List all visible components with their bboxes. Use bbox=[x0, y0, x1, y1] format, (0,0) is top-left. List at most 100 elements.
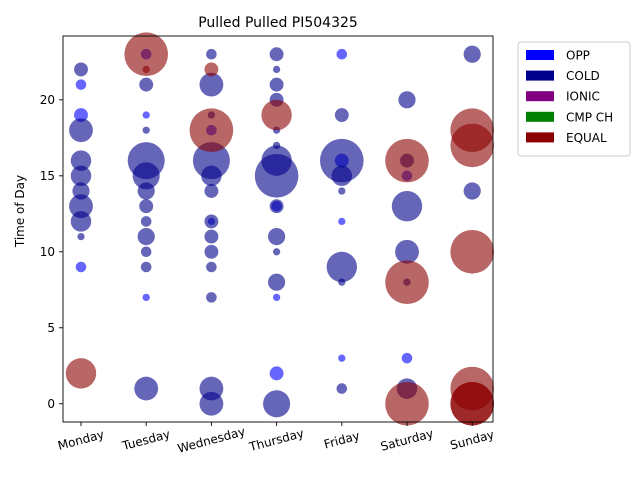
y-tick-label: 0 bbox=[47, 397, 55, 411]
data-point bbox=[189, 108, 234, 153]
data-point bbox=[206, 48, 217, 60]
data-point bbox=[463, 182, 481, 200]
data-point bbox=[70, 150, 92, 171]
y-axis-label: Time of Day bbox=[13, 175, 27, 248]
legend-swatch bbox=[526, 91, 554, 102]
data-point bbox=[139, 77, 154, 92]
data-point bbox=[463, 45, 481, 63]
data-point bbox=[385, 260, 429, 304]
data-point bbox=[269, 47, 284, 62]
data-point bbox=[140, 261, 152, 273]
data-point bbox=[269, 77, 284, 92]
data-point bbox=[124, 32, 168, 77]
data-point bbox=[199, 72, 224, 97]
data-point bbox=[142, 126, 150, 134]
data-point bbox=[334, 108, 349, 122]
legend-swatch bbox=[526, 111, 554, 122]
data-point bbox=[385, 138, 429, 183]
data-point bbox=[398, 91, 416, 109]
data-point bbox=[320, 138, 364, 183]
legend-swatch bbox=[526, 132, 554, 143]
legend-label: CMP CH bbox=[566, 110, 613, 124]
data-point bbox=[70, 165, 92, 187]
legend-label: COLD bbox=[566, 69, 600, 83]
x-axis-ticks: Monday Tuesday Wednesday Thursday Friday Satu… bbox=[56, 422, 496, 456]
data-point bbox=[326, 251, 357, 283]
data-point bbox=[77, 232, 85, 241]
chart-title: Pulled Pulled PI504325 bbox=[198, 15, 358, 31]
y-tick-label: 20 bbox=[40, 93, 55, 107]
data-point bbox=[272, 248, 281, 256]
data-point bbox=[395, 239, 419, 264]
y-tick-label: 5 bbox=[47, 321, 55, 335]
data-point bbox=[69, 194, 93, 219]
x-tick-label: Wednesday bbox=[176, 424, 247, 456]
data-point bbox=[69, 118, 93, 143]
data-point bbox=[336, 48, 348, 60]
data-point bbox=[269, 366, 284, 381]
data-point bbox=[204, 244, 219, 259]
data-point bbox=[70, 211, 92, 232]
data-point bbox=[142, 111, 150, 119]
data-points bbox=[65, 32, 495, 426]
data-point bbox=[140, 216, 152, 227]
data-point bbox=[206, 261, 217, 273]
legend-label: OPP bbox=[566, 49, 590, 63]
x-tick-label: Saturday bbox=[379, 426, 435, 454]
data-point bbox=[201, 165, 222, 187]
data-point bbox=[391, 191, 423, 222]
data-point bbox=[272, 293, 281, 302]
data-point bbox=[139, 199, 154, 214]
data-point bbox=[192, 142, 230, 180]
data-point bbox=[331, 165, 353, 187]
data-point bbox=[132, 162, 160, 190]
legend: OPP COLD IONIC CMP CH EQUAL bbox=[517, 41, 631, 157]
y-tick-label: 15 bbox=[40, 169, 55, 183]
x-tick-label: Sunday bbox=[449, 427, 496, 452]
data-point bbox=[336, 383, 348, 394]
data-point bbox=[401, 352, 413, 364]
data-point bbox=[450, 123, 495, 168]
data-point bbox=[199, 391, 224, 416]
data-point bbox=[450, 229, 495, 274]
legend-label: EQUAL bbox=[566, 131, 607, 145]
y-tick-label: 10 bbox=[40, 245, 55, 259]
data-point bbox=[268, 227, 286, 246]
data-point bbox=[140, 246, 152, 258]
data-point bbox=[75, 79, 87, 90]
data-point bbox=[74, 108, 88, 122]
data-point bbox=[137, 227, 155, 246]
data-point bbox=[142, 65, 150, 74]
x-tick-label: Monday bbox=[56, 427, 105, 453]
data-point bbox=[450, 381, 495, 426]
x-tick-label: Tuesday bbox=[120, 427, 172, 453]
x-tick-label: Thursday bbox=[247, 426, 306, 454]
data-point bbox=[338, 354, 346, 362]
data-point bbox=[338, 278, 346, 286]
x-tick-label: Friday bbox=[322, 429, 361, 452]
data-point bbox=[263, 390, 291, 418]
data-point bbox=[204, 229, 219, 244]
data-point bbox=[204, 184, 219, 198]
data-point bbox=[272, 65, 281, 74]
plot-frame bbox=[62, 35, 494, 423]
data-point bbox=[204, 62, 219, 77]
y-axis-ticks: 0 5 10 15 20 bbox=[40, 93, 63, 411]
data-point bbox=[268, 273, 286, 291]
data-point bbox=[137, 182, 155, 200]
data-point bbox=[142, 293, 150, 302]
data-point bbox=[74, 62, 88, 77]
legend-swatch bbox=[526, 50, 554, 60]
legend-box bbox=[517, 41, 631, 157]
data-point bbox=[204, 214, 219, 229]
data-point bbox=[134, 376, 159, 401]
data-point bbox=[269, 199, 284, 214]
data-point bbox=[338, 217, 346, 226]
data-point bbox=[254, 154, 299, 198]
data-point bbox=[206, 292, 217, 303]
data-point bbox=[75, 261, 87, 273]
legend-swatch bbox=[526, 70, 554, 81]
data-point bbox=[338, 187, 346, 195]
